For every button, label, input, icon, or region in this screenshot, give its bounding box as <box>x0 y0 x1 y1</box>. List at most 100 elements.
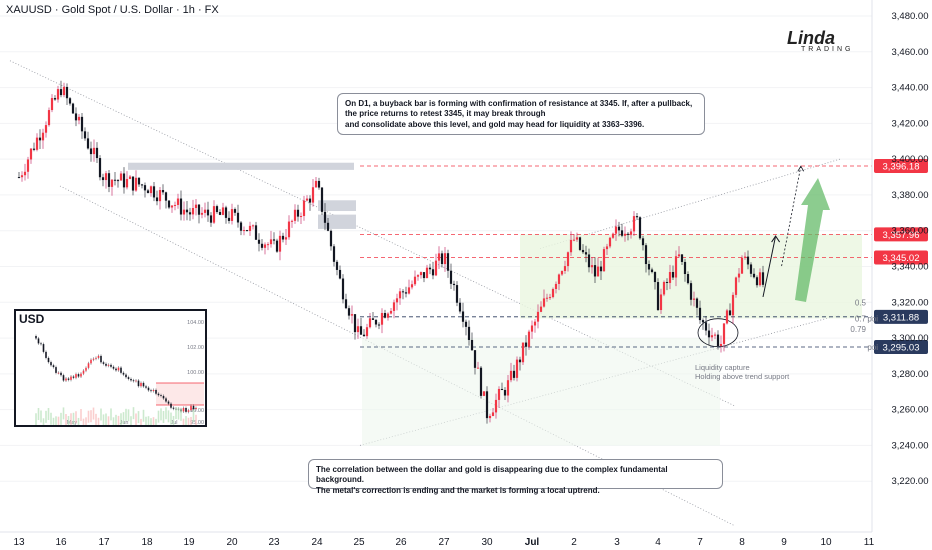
time-tick-label: 24 <box>311 537 323 548</box>
time-tick-label: 27 <box>438 537 450 548</box>
candle-body <box>236 212 240 223</box>
inset-price-label: 96.00 <box>190 408 204 414</box>
inset-volume-bar <box>87 410 90 423</box>
time-axis[interactable]: 13 16 17 18 19 20 23 24 25 26 27 30 Jul 2 3 4 7 8 9 10 11 <box>0 531 875 548</box>
candle-body <box>347 308 351 316</box>
candle-body <box>59 89 63 96</box>
candle-body <box>515 359 519 378</box>
candle-body <box>95 147 99 159</box>
inset-volume-bar <box>75 411 77 424</box>
usd-inset-chart[interactable]: USD 104.00102.00100.0098.0096.0095.00May… <box>14 309 207 427</box>
candle-body <box>62 86 66 96</box>
inset-volume-bar <box>80 409 82 422</box>
inset-volume-bar <box>82 418 85 425</box>
candle-body <box>98 158 102 178</box>
candle-body <box>551 288 555 298</box>
inset-candle-body <box>192 405 195 410</box>
candle-body <box>371 318 375 320</box>
candle-body <box>296 209 300 217</box>
inset-candle-body <box>42 344 45 352</box>
demand-zone <box>362 338 720 446</box>
inset-volume-bar <box>52 417 55 425</box>
price-level-tag <box>874 309 928 324</box>
candle-body <box>389 310 393 314</box>
candle-body <box>692 298 696 300</box>
inset-candle-body <box>182 407 185 412</box>
candle-body <box>449 270 453 284</box>
candle-body <box>224 207 228 218</box>
inset-volume-bar <box>162 410 165 423</box>
note-line: Holding above trend support <box>695 372 790 382</box>
inset-volume-bar <box>187 417 190 425</box>
inset-candle-body <box>62 375 65 381</box>
candle-body <box>671 272 675 278</box>
price-tick-label: 3,240.00 <box>892 440 929 451</box>
inset-candle-body <box>100 355 102 363</box>
price-tick-label: 3,280.00 <box>892 369 929 380</box>
candle-body <box>755 277 759 286</box>
price-tick-label: 3,440.00 <box>892 83 929 94</box>
inset-volume-bar <box>35 413 37 425</box>
inset-candle-body <box>72 376 75 378</box>
candle-body <box>155 197 159 202</box>
inset-volume-bar <box>172 415 175 425</box>
inset-zone <box>156 383 204 405</box>
candle-body <box>365 327 369 337</box>
candle-body <box>257 239 261 244</box>
candle-body <box>182 209 186 215</box>
time-tick-label: 13 <box>13 537 25 548</box>
candle-body <box>521 342 525 363</box>
inset-volume-bar <box>45 410 47 423</box>
projection-arrows <box>762 165 830 302</box>
candle-body <box>68 98 72 104</box>
inset-candle-body <box>162 395 165 399</box>
candle-body <box>227 217 231 221</box>
candle-body <box>749 264 753 274</box>
candle-body <box>665 281 669 283</box>
candle-body <box>653 272 657 283</box>
candle-body <box>359 326 363 335</box>
candle-body <box>563 266 567 272</box>
inset-candle-body <box>125 374 127 378</box>
candle-body <box>416 275 420 277</box>
candle-body <box>530 325 534 332</box>
candle-body <box>407 287 411 294</box>
candle-body <box>17 177 21 179</box>
inset-candle-body <box>172 407 175 409</box>
candle-body <box>599 266 603 272</box>
candle-body <box>611 233 615 238</box>
price-axis[interactable]: 3,220.00 3,240.00 3,260.00 3,280.00 3,300.00… <box>871 0 929 532</box>
inset-volume-bar <box>120 413 122 425</box>
candle-body <box>374 319 378 325</box>
candle-body <box>710 335 714 338</box>
candle-body <box>122 173 126 188</box>
candle-body <box>410 284 414 288</box>
candle-body <box>473 350 477 368</box>
candle-body <box>557 274 561 284</box>
inset-candle-body <box>95 357 97 359</box>
candle-body <box>470 339 474 351</box>
candle-body <box>641 238 645 246</box>
inset-volume-bar <box>42 418 45 425</box>
candle-body <box>689 283 693 300</box>
candle-body <box>452 283 456 286</box>
candle-body <box>569 239 573 253</box>
candle-body <box>293 209 297 221</box>
inset-volume-bar <box>157 410 160 423</box>
time-tick-label: 8 <box>739 537 745 548</box>
candle-body <box>284 237 288 240</box>
candle-body <box>572 239 576 241</box>
time-tick-label: 19 <box>183 537 195 548</box>
inset-candle-body <box>57 372 60 374</box>
candle-body <box>230 209 234 221</box>
inset-candle-body <box>90 359 92 364</box>
inset-candle-body <box>102 362 105 364</box>
candle-body <box>677 254 681 257</box>
candle-body <box>305 198 309 201</box>
candle-body <box>266 244 270 246</box>
candle-body <box>662 281 666 295</box>
candle-body <box>644 245 648 265</box>
horizontal-levels: 3,396.18 3,357.96 3,345.02 3,311.88 3,295.03… <box>360 158 928 354</box>
inset-candle-body <box>187 410 190 412</box>
